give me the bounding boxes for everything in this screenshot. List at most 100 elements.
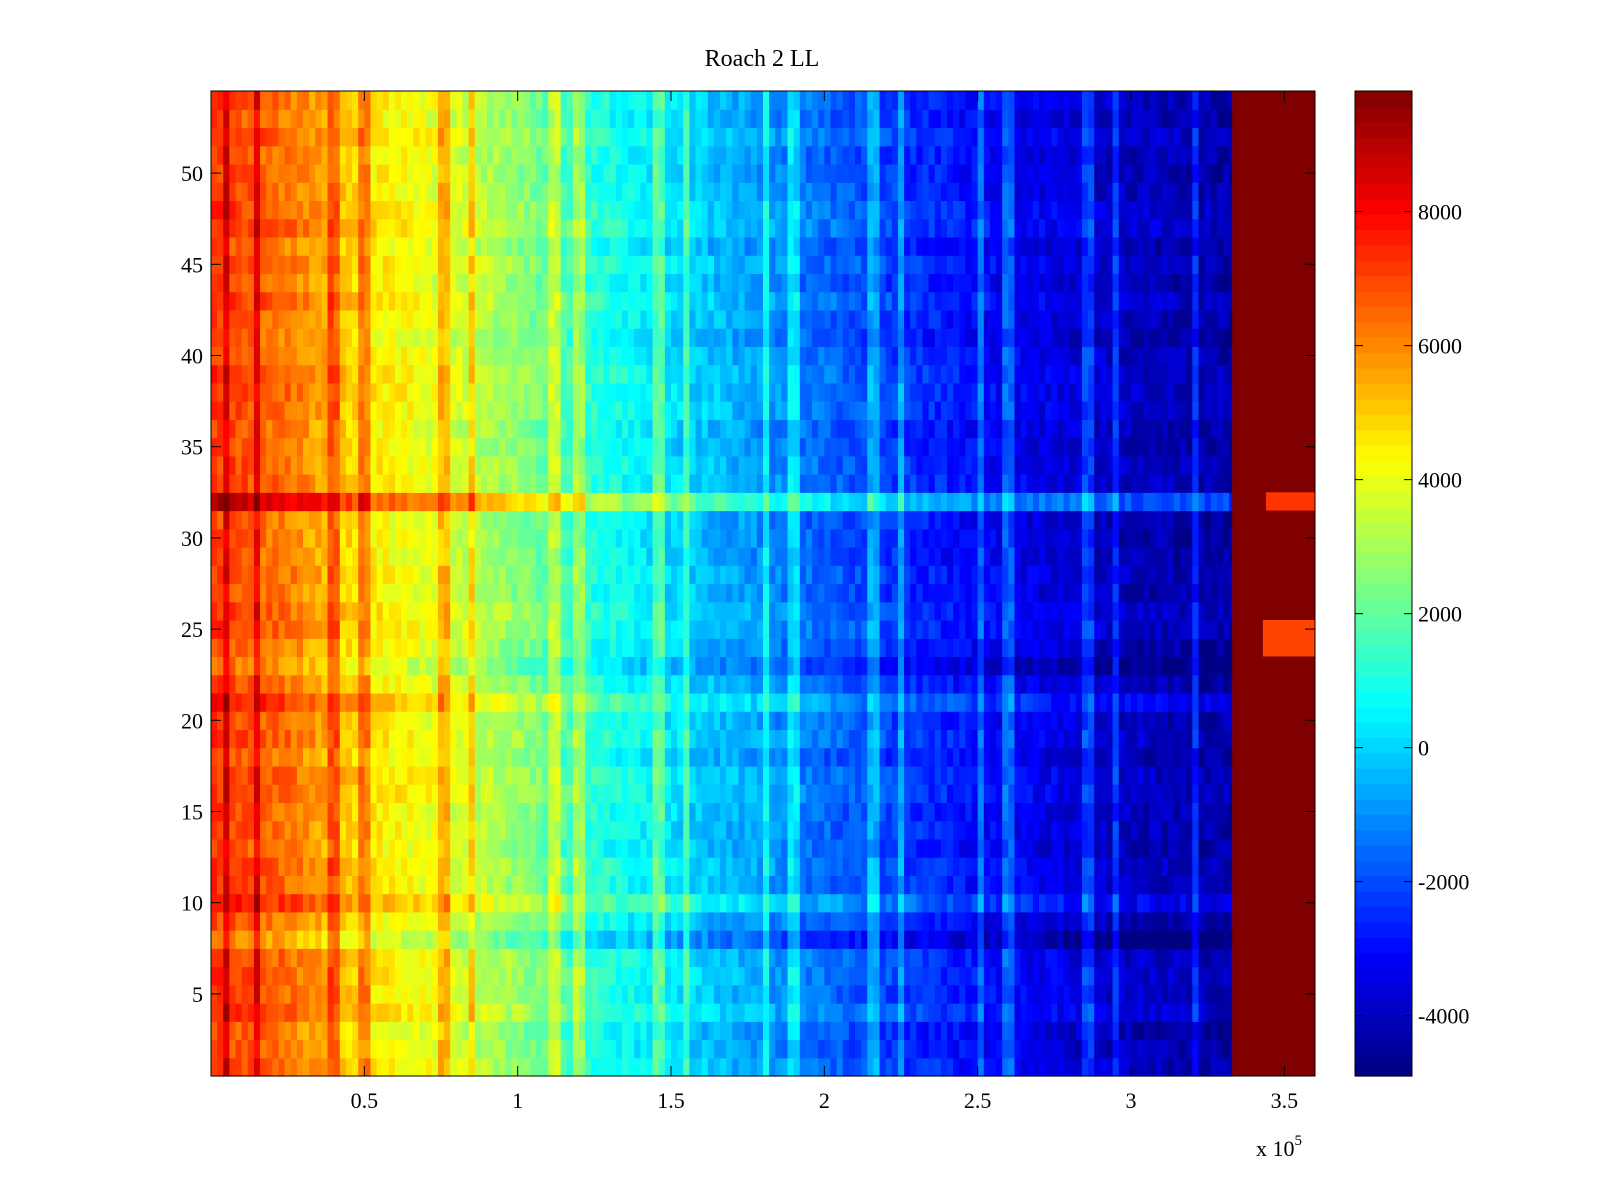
heatmap-cell — [953, 656, 960, 676]
heatmap-cell — [1008, 565, 1016, 585]
heatmap-cell — [787, 565, 795, 585]
heatmap-cell — [333, 820, 341, 840]
heatmap-cell — [296, 601, 304, 621]
heatmap-cell — [1192, 692, 1200, 712]
heatmap-cell — [977, 838, 985, 858]
heatmap-cell — [867, 1003, 874, 1022]
heatmap-cell — [529, 966, 537, 986]
heatmap-cell — [609, 875, 617, 895]
heatmap-cell — [756, 948, 764, 968]
heatmap-cell — [352, 1039, 359, 1059]
heatmap-cell — [407, 674, 414, 694]
heatmap-cell — [290, 656, 298, 676]
heatmap-cell — [818, 966, 825, 986]
heatmap-cell — [1032, 692, 1040, 712]
heatmap-cell — [744, 638, 752, 658]
heatmap-cell — [462, 930, 470, 949]
heatmap-cell — [603, 747, 611, 767]
heatmap-cell — [928, 619, 936, 639]
heatmap-cell — [1167, 547, 1175, 566]
heatmap-cell — [861, 1039, 868, 1059]
heatmap-cell — [1069, 656, 1077, 676]
heatmap-cell — [413, 674, 421, 694]
heatmap-cell — [382, 948, 390, 968]
heatmap-cell — [499, 656, 506, 676]
heatmap-cell — [842, 565, 850, 585]
heatmap-cell — [1100, 747, 1108, 767]
heatmap-cell — [671, 857, 678, 876]
heatmap-cell — [579, 692, 586, 712]
heatmap-cell — [805, 893, 813, 913]
heatmap-cell — [382, 893, 390, 913]
heatmap-cell — [579, 711, 586, 731]
heatmap-cell — [812, 966, 819, 986]
heatmap-cell — [879, 547, 887, 566]
heatmap-cell — [235, 565, 243, 585]
heatmap-cell — [1229, 948, 1233, 968]
heatmap-cell — [744, 747, 752, 767]
heatmap-cell — [671, 601, 678, 621]
heatmap-cell — [793, 875, 801, 895]
heatmap-cell — [401, 875, 408, 895]
heatmap-cell — [456, 619, 464, 639]
heatmap-cell — [891, 893, 899, 913]
heatmap-cell — [468, 1021, 476, 1041]
heatmap-cell — [812, 820, 819, 840]
heatmap-cell — [456, 1039, 464, 1059]
heatmap-cell — [848, 875, 856, 895]
heatmap-cell — [934, 1003, 942, 1022]
heatmap-cell — [1081, 784, 1089, 803]
heatmap-cell — [713, 820, 721, 840]
heatmap-cell — [959, 984, 966, 1004]
heatmap-cell — [1173, 619, 1181, 639]
heatmap-cell — [376, 765, 384, 785]
heatmap-cell — [1081, 674, 1089, 694]
heatmap-cell — [1081, 857, 1089, 876]
heatmap-cell — [904, 911, 911, 931]
heatmap-cell — [646, 966, 654, 986]
heatmap-cell — [1186, 984, 1193, 1004]
heatmap-cell — [842, 966, 850, 986]
heatmap-cell — [591, 820, 598, 840]
heatmap-cell — [1173, 911, 1181, 931]
heatmap-cell — [560, 1021, 568, 1041]
heatmap-cell — [867, 528, 874, 548]
heatmap-cell — [1008, 966, 1016, 986]
heatmap-cell — [1069, 875, 1077, 895]
heatmap-cell — [707, 528, 715, 548]
heatmap-cell — [548, 875, 556, 895]
heatmap-cell — [1143, 1057, 1150, 1077]
heatmap-cell — [977, 784, 985, 803]
heatmap-cell — [947, 711, 954, 731]
heatmap-cell — [413, 1021, 421, 1041]
heatmap-cell — [959, 656, 966, 676]
heatmap-cell — [407, 747, 414, 767]
heatmap-cell — [321, 893, 329, 913]
heatmap-cell — [910, 784, 917, 803]
heatmap-cell — [812, 528, 819, 548]
heatmap-cell — [339, 875, 347, 895]
heatmap-cell — [1216, 984, 1224, 1004]
heatmap-cell — [634, 619, 641, 639]
heatmap-cell — [1032, 911, 1040, 931]
heatmap-cell — [560, 802, 568, 822]
heatmap-cell — [1192, 984, 1200, 1004]
heatmap-cell — [996, 802, 1003, 822]
heatmap-cell — [370, 674, 378, 694]
heatmap-cell — [450, 1003, 457, 1022]
heatmap-cell — [677, 729, 684, 749]
heatmap-cell — [407, 565, 414, 585]
heatmap-cell — [689, 948, 697, 968]
heatmap-cell — [953, 1057, 960, 1077]
heatmap-cell — [677, 893, 684, 913]
heatmap-cell — [364, 692, 372, 712]
heatmap-cell — [585, 984, 592, 1004]
heatmap-cell — [1100, 638, 1108, 658]
heatmap-cell — [358, 528, 365, 548]
heatmap-cell — [1155, 656, 1163, 676]
heatmap-cell — [983, 1021, 991, 1041]
heatmap-cell — [989, 729, 997, 749]
heatmap-cell — [824, 601, 832, 621]
heatmap-cell — [848, 802, 856, 822]
heatmap-cell — [1173, 930, 1181, 949]
